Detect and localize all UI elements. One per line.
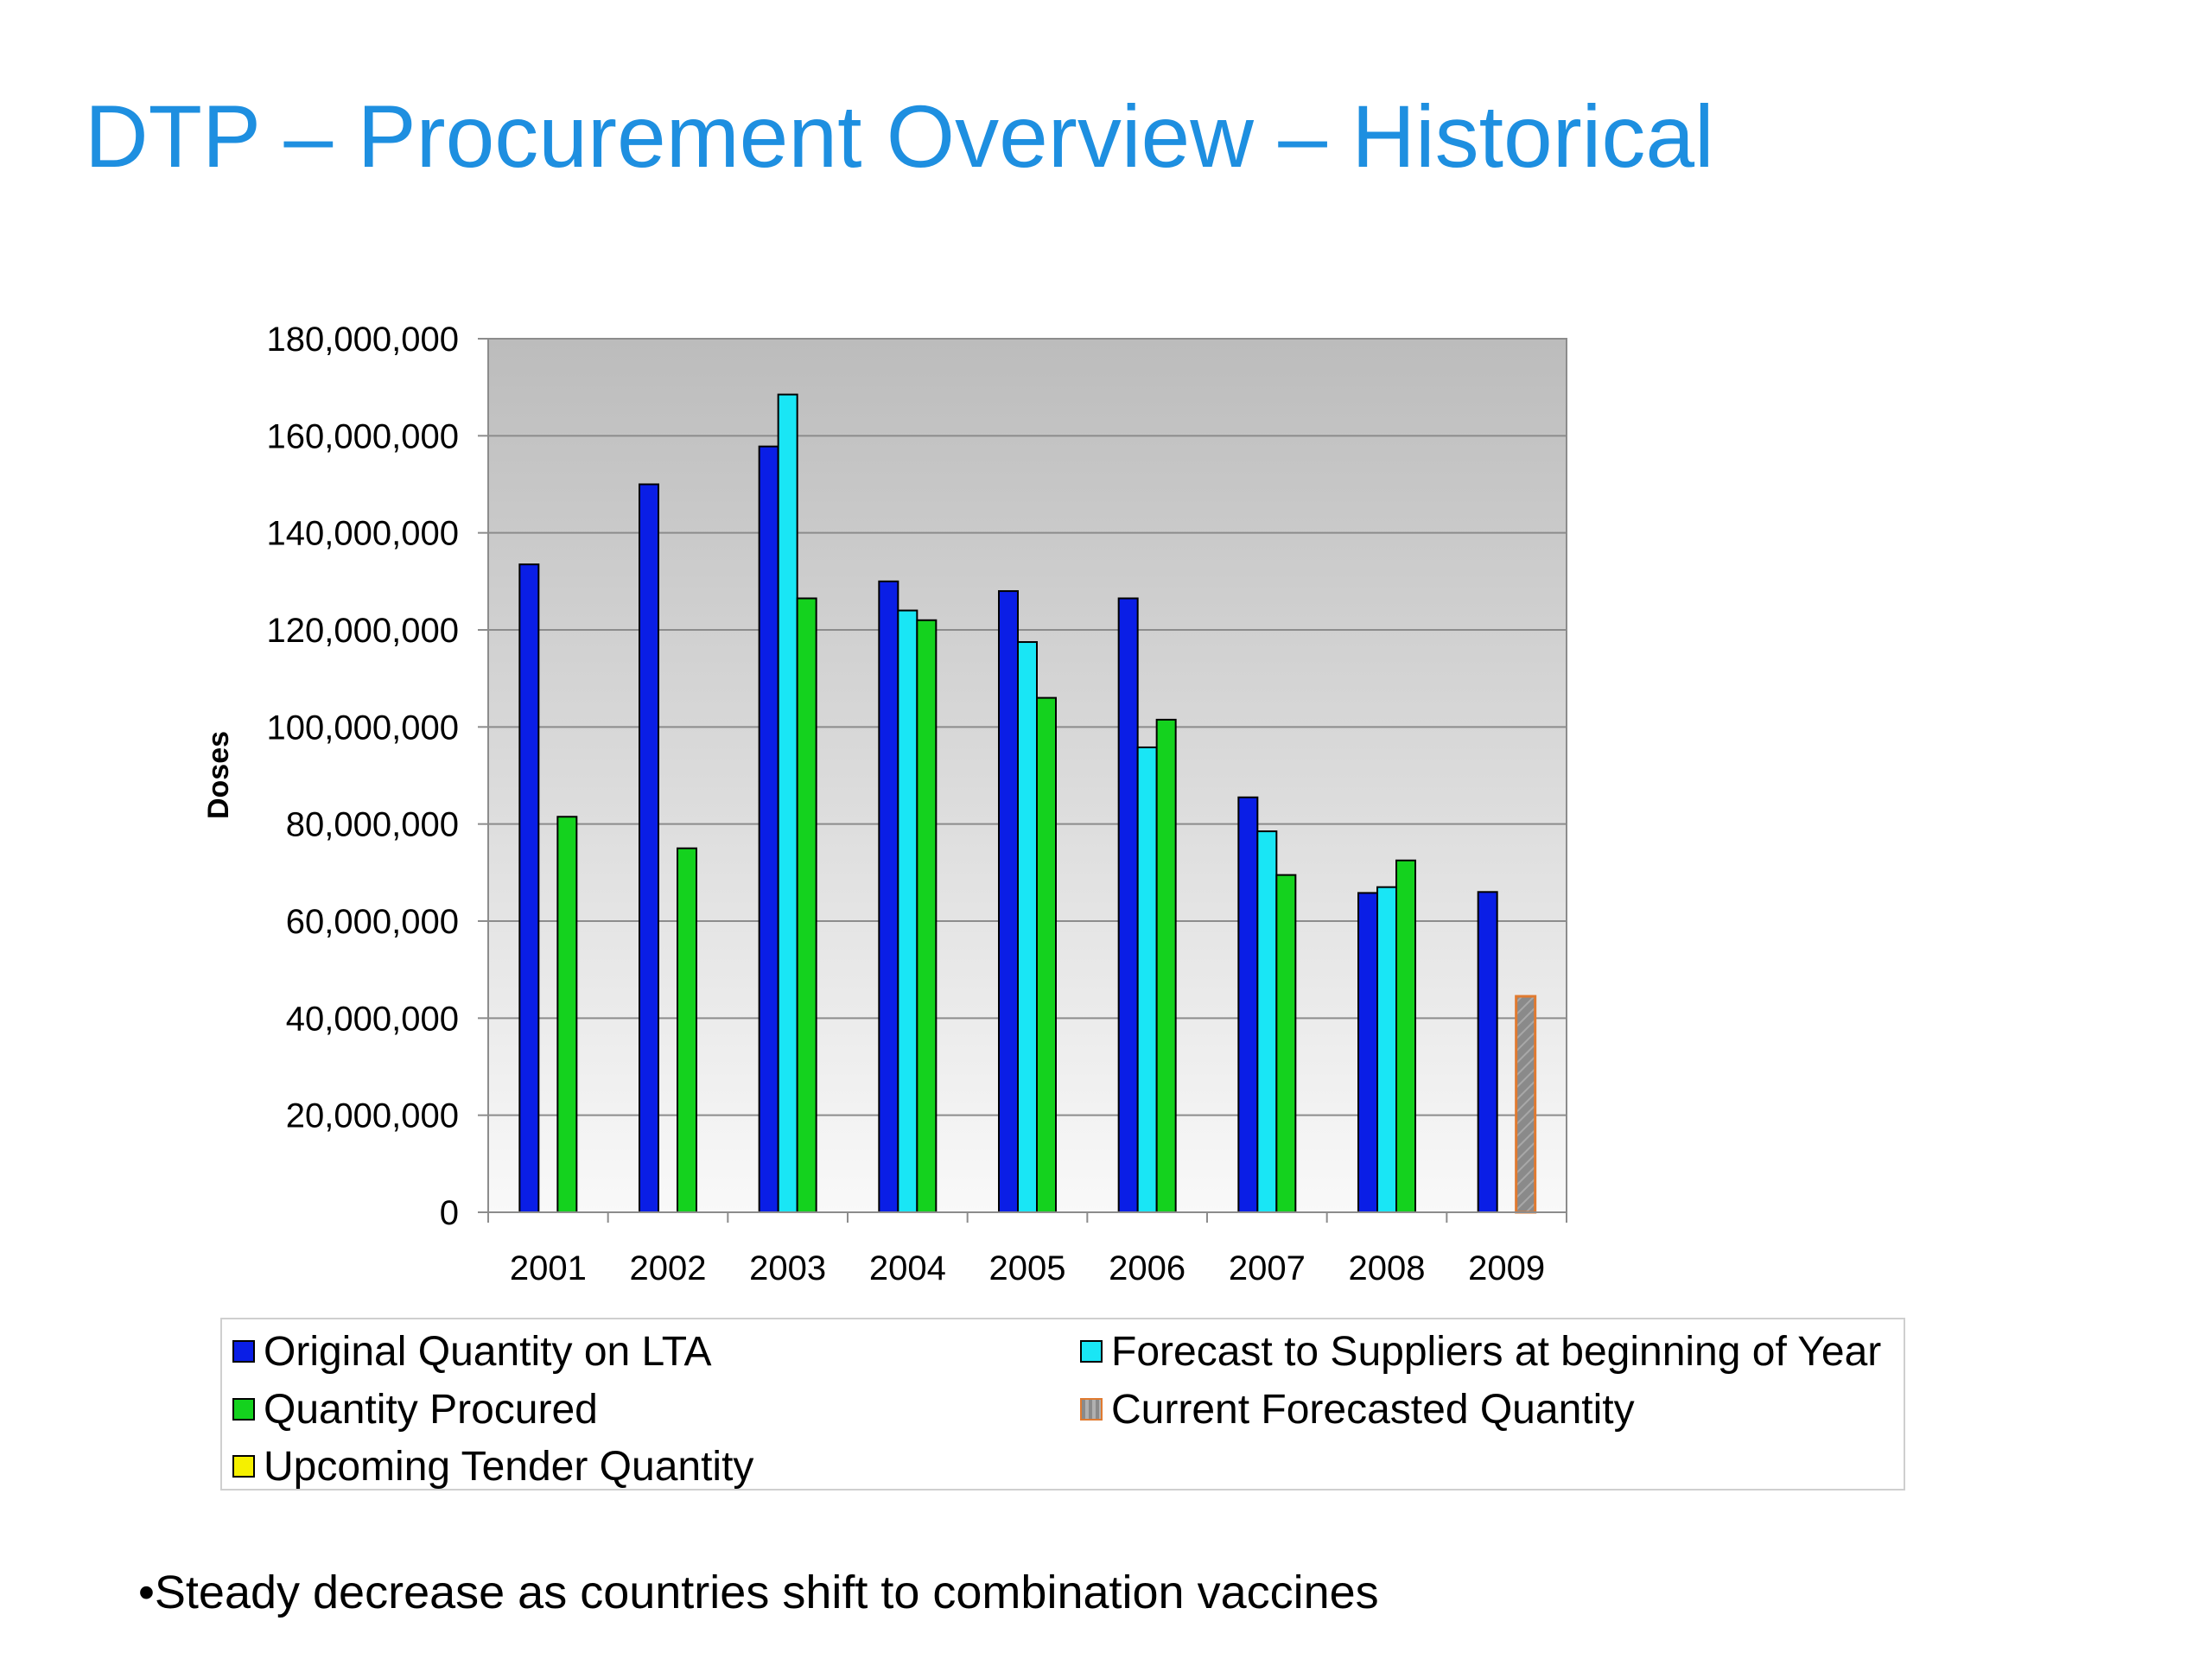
bar xyxy=(1477,891,1498,1214)
slide-title: DTP – Procurement Overview – Historical xyxy=(85,87,1714,186)
legend-swatch xyxy=(232,1340,255,1363)
bar xyxy=(916,619,938,1213)
x-tick-label: 2005 xyxy=(989,1249,1066,1287)
axes: 0 20,000,000 40,000,000 60,000,000 80,000,00… xyxy=(267,321,1567,1287)
x-tick-label: 2006 xyxy=(1109,1249,1185,1287)
bullet-text: •Steady decrease as countries shift to c… xyxy=(138,1567,1379,1618)
legend-swatch xyxy=(232,1398,255,1421)
bar xyxy=(1237,796,1259,1214)
legend-item: Upcoming Tender Quantity xyxy=(232,1440,753,1493)
legend-label: Forecast to Suppliers at beginning of Ye… xyxy=(1111,1328,1882,1375)
bar xyxy=(998,590,1019,1213)
y-tick-label: 160,000,000 xyxy=(267,417,459,455)
y-tick-label: 140,000,000 xyxy=(267,515,459,553)
bar xyxy=(1376,886,1397,1214)
x-tick-label: 2003 xyxy=(749,1249,826,1287)
legend-swatch xyxy=(232,1455,255,1478)
bar xyxy=(1155,718,1177,1213)
bar xyxy=(897,609,918,1213)
legend-item: Quantity Procured xyxy=(232,1382,598,1436)
y-tick-label: 180,000,000 xyxy=(267,321,459,359)
y-tick-label: 60,000,000 xyxy=(286,903,459,941)
bar xyxy=(1256,830,1278,1213)
y-axis-label: Doses xyxy=(202,731,235,819)
x-tick-label: 2004 xyxy=(869,1249,946,1287)
bar xyxy=(677,847,697,1213)
y-tick-label: 100,000,000 xyxy=(267,709,459,747)
y-tick-label: 80,000,000 xyxy=(286,806,459,844)
bar xyxy=(1017,641,1038,1213)
bar xyxy=(796,597,817,1213)
legend-item: Forecast to Suppliers at beginning of Ye… xyxy=(1080,1325,1881,1378)
legend-item: Original Quantity on LTA xyxy=(232,1325,711,1378)
bar xyxy=(1395,859,1416,1214)
y-tick-label: 40,000,000 xyxy=(286,1000,459,1038)
x-tick-label: 2008 xyxy=(1349,1249,1426,1287)
y-tick-label: 0 xyxy=(440,1194,459,1232)
legend-swatch xyxy=(1080,1398,1103,1421)
bar xyxy=(758,445,779,1213)
y-tick-label: 20,000,000 xyxy=(286,1097,459,1135)
bar xyxy=(1515,995,1537,1214)
bar xyxy=(639,483,659,1213)
bars xyxy=(518,393,1537,1214)
x-tick-label: 2007 xyxy=(1229,1249,1306,1287)
x-tick-label: 2002 xyxy=(630,1249,707,1287)
x-tick-label: 2009 xyxy=(1468,1249,1545,1287)
chart-legend: Original Quantity on LTA Forecast to Supp… xyxy=(220,1318,1905,1491)
y-tick-label: 120,000,000 xyxy=(267,612,459,650)
bar xyxy=(1117,597,1139,1213)
bar xyxy=(1357,892,1378,1213)
x-tick-label: 2001 xyxy=(510,1249,587,1287)
bar xyxy=(518,563,540,1213)
bar xyxy=(1136,746,1158,1213)
legend-label: Current Forecasted Quantity xyxy=(1111,1386,1635,1433)
bar xyxy=(1275,874,1297,1213)
bar xyxy=(556,816,578,1213)
legend-swatch xyxy=(1080,1340,1103,1363)
bar xyxy=(777,393,798,1213)
legend-item: Current Forecasted Quantity xyxy=(1080,1382,1635,1436)
bar xyxy=(1036,696,1057,1213)
legend-label: Quantity Procured xyxy=(264,1386,598,1433)
bar xyxy=(878,580,899,1213)
legend-label: Upcoming Tender Quantity xyxy=(264,1443,754,1490)
legend-label: Original Quantity on LTA xyxy=(264,1328,712,1375)
